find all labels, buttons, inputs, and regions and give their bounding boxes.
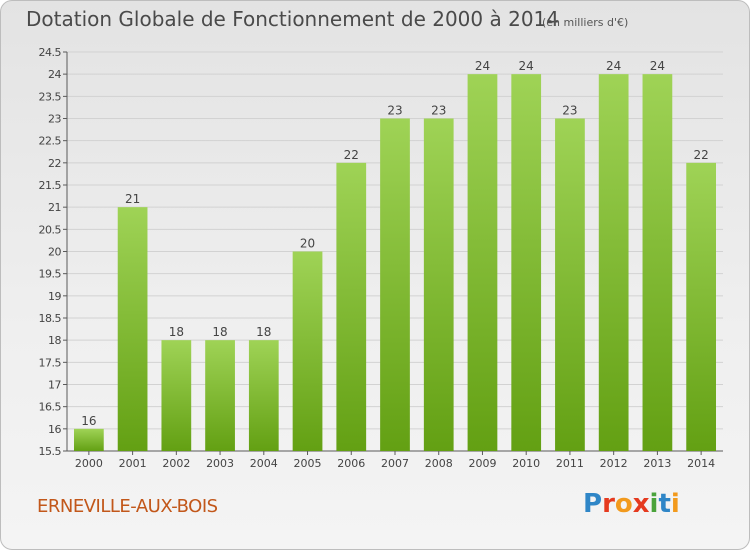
y-tick-label: 18 [48,334,61,347]
logo-letter: t [658,489,671,519]
bar [380,118,410,451]
bar-value-label: 18 [212,325,227,339]
bar [555,118,585,451]
x-tick-label: 2012 [600,457,628,470]
bar-value-label: 21 [125,192,140,206]
bar [423,118,454,451]
logo-letter: i [670,489,680,519]
bar-value-label: 22 [344,148,359,162]
bar [511,74,542,452]
bar-value-label: 23 [387,104,402,118]
data-labels: 16 21 18 18 18 20 22 23 23 24 24 23 24 24 22 [81,59,709,428]
bar [467,74,498,452]
x-tick-label: 2000 [75,457,103,470]
commune-name: ERNEVILLE-AUX-BOIS [37,496,218,517]
x-tick-label: 2011 [556,457,584,470]
y-tick-label: 18.5 [39,312,62,325]
y-tick-label: 15.5 [39,445,62,458]
bar [117,207,148,451]
bar [161,340,192,451]
y-tick-label: 16 [48,423,61,436]
y-tick-label: 17 [48,379,61,392]
bar [205,340,235,451]
bar-value-label: 24 [606,59,621,73]
x-tick-label: 2002 [162,457,190,470]
x-tick-label: 2013 [643,457,671,470]
bar-value-label: 24 [475,59,490,73]
logo-letter: i [649,489,659,519]
bar-value-label: 18 [256,325,271,339]
x-tick-label: 2008 [425,457,453,470]
bar [248,340,279,451]
axes: 15.5 16 16.5 17 17.5 18 18.5 19 19.5 20 20.5 21 21.5… [39,46,723,470]
y-tick-label: 16.5 [39,401,62,414]
bar [686,162,717,452]
logo-letter: x [632,489,650,519]
bar-value-label: 22 [693,148,708,162]
y-tick-label: 23.5 [39,90,62,103]
x-tick-label: 2009 [468,457,496,470]
x-tick-label: 2005 [294,457,322,470]
chart-subtitle: (en milliers d'€) [542,16,629,29]
bar-value-label: 24 [650,59,665,73]
bar-value-label: 20 [300,237,315,251]
y-tick-label: 19 [48,290,61,303]
y-tick-label: 20.5 [39,223,62,236]
y-tick-label: 21 [48,201,61,214]
y-tick-label: 17.5 [39,356,62,369]
bar-value-label: 23 [431,104,446,118]
x-tick-label: 2006 [337,457,365,470]
bar [642,74,673,452]
bar [73,428,104,451]
y-tick-label: 24 [48,68,61,81]
proxiti-logo[interactable]: Proxiti [583,489,680,519]
y-tick-label: 21.5 [39,179,62,192]
y-tick-label: 19.5 [39,268,62,281]
y-tick-label: 23 [48,113,61,126]
chart-title: Dotation Globale de Fonctionnement de 20… [26,7,559,31]
x-tick-label: 2001 [119,457,147,470]
logo-letter: r [602,489,615,519]
y-tick-label: 22 [48,157,61,170]
bar-value-label: 23 [562,104,577,118]
y-tick-label: 20 [48,246,61,259]
x-tick-label: 2003 [206,457,234,470]
bar [336,162,367,452]
logo-letter: P [583,489,603,519]
x-tick-label: 2007 [381,457,409,470]
bar [598,74,629,452]
bar-value-label: 16 [81,414,96,428]
y-tick-label: 22.5 [39,135,62,148]
logo-letter: o [614,489,633,519]
bar [292,251,323,451]
y-tick-label: 24.5 [39,46,62,59]
bar-value-label: 24 [519,59,534,73]
bar-value-label: 18 [169,325,184,339]
bars [73,74,717,452]
x-tick-label: 2004 [250,457,278,470]
x-tick-label: 2010 [512,457,540,470]
x-tick-label: 2014 [687,457,715,470]
